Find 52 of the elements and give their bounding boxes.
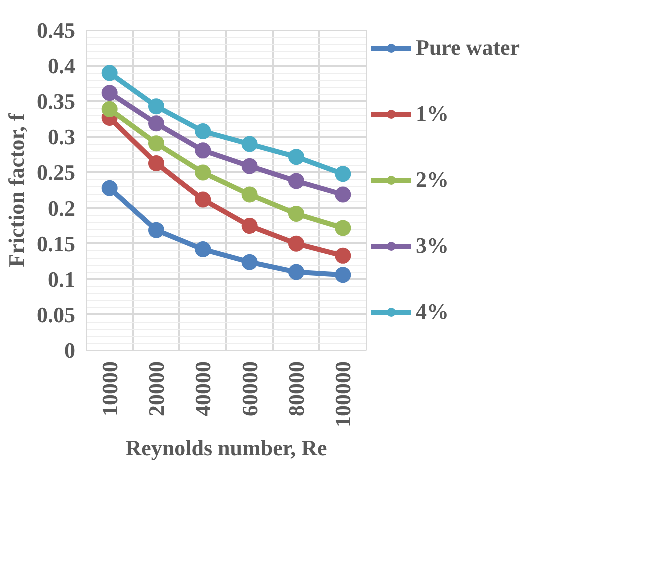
point [335, 186, 352, 203]
x-tick-label: 100000 [330, 362, 356, 428]
point [242, 254, 258, 270]
point [335, 267, 352, 284]
y-tick-label: 0.15 [37, 231, 76, 256]
x-tick-label: 60000 [237, 362, 262, 416]
point [195, 192, 212, 208]
point [242, 158, 258, 174]
x-tick-label: 10000 [97, 362, 122, 416]
point [288, 236, 304, 252]
point [195, 123, 212, 140]
x-tick-label: 40000 [190, 362, 216, 416]
point [148, 222, 164, 238]
y-tick-label: 0.45 [37, 18, 76, 43]
point [102, 65, 118, 82]
point [288, 206, 304, 222]
legend-label: 1% [416, 101, 449, 127]
y-tick-label: 0.05 [37, 302, 76, 328]
point [148, 136, 164, 152]
y-axis-title: Friction factor, f [4, 112, 29, 268]
point [195, 164, 212, 181]
y-tick-label: 0 [64, 338, 76, 363]
point [242, 186, 258, 203]
legend-label: Pure water [416, 35, 520, 61]
point [288, 149, 304, 166]
point [148, 155, 164, 172]
point [242, 218, 258, 234]
point [288, 173, 304, 190]
y-tick-label: 0.2 [48, 196, 76, 221]
legend-label: 3% [416, 233, 449, 259]
legend-label: 2% [416, 167, 449, 193]
y-tick-label: 0.1 [48, 266, 76, 292]
y-tick-label: 0.3 [48, 124, 76, 150]
point [102, 85, 118, 102]
point [242, 136, 258, 152]
x-tick-label: 20000 [144, 362, 169, 416]
point [288, 264, 304, 280]
x-tick-label: 80000 [284, 362, 309, 416]
y-tick-label: 0.4 [48, 54, 76, 79]
y-tick-label: 0.35 [37, 89, 76, 114]
point [148, 98, 164, 115]
point [335, 166, 352, 182]
legend-label: 4% [416, 299, 449, 325]
point [102, 180, 118, 196]
y-tick-label: 0.25 [37, 160, 76, 186]
point [335, 220, 352, 236]
point [102, 101, 118, 118]
point [148, 116, 164, 132]
x-axis-title: Reynolds number, Re [126, 436, 328, 460]
point [335, 248, 352, 264]
point [195, 142, 212, 159]
point [195, 242, 212, 258]
